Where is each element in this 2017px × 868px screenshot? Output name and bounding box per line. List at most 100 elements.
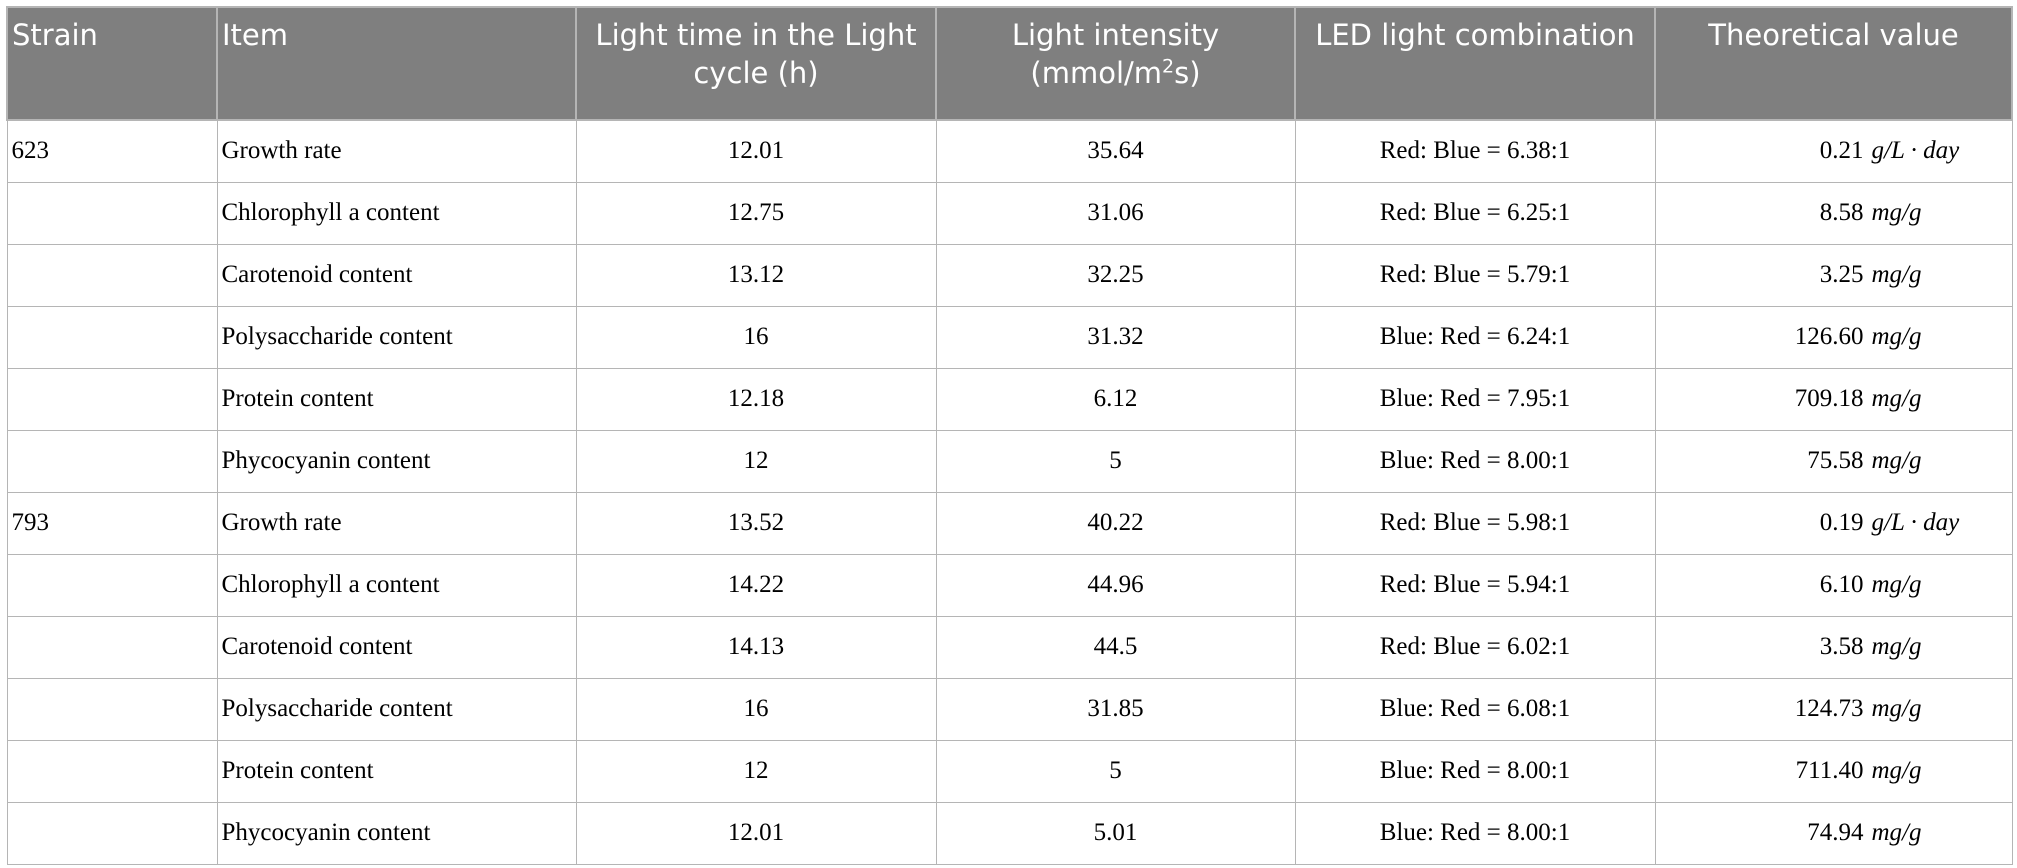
intensity: 6.12 — [1093, 385, 1138, 412]
value-cell: 3.25 mg/g — [1654, 243, 2013, 307]
time-cell: 13.12 — [575, 243, 937, 307]
value-cell: 0.19 g/L · day — [1654, 491, 2013, 555]
item-cell: Growth rate — [216, 491, 577, 555]
unit: g/L · day — [1871, 509, 1960, 536]
led: Blue: Red = 8.00:1 — [1379, 757, 1571, 784]
table-row: Protein content 12.18 6.12 Blue: Red = 7.95… — [6, 367, 2013, 431]
item: Phycocyanin content — [221, 447, 431, 474]
value: 75.58 — [1807, 447, 1864, 474]
time: 12.01 — [727, 819, 785, 846]
time-cell: 16 — [575, 677, 937, 741]
table-row: Polysaccharide content 16 31.85 Blue: Red =… — [6, 677, 2013, 741]
unit: mg/g — [1871, 385, 1922, 412]
item: Phycocyanin content — [221, 819, 431, 846]
led-cell: Red: Blue = 5.79:1 — [1294, 243, 1656, 307]
value: 0.21 — [1819, 137, 1864, 165]
intensity: 31.32 — [1087, 323, 1144, 350]
data-table: Strain Item Light time in the Light cycle … — [6, 6, 2013, 865]
led-cell: Blue: Red = 8.00:1 — [1294, 801, 1656, 865]
item-cell: Chlorophyll a content — [216, 553, 577, 617]
value: 6.10 — [1819, 571, 1864, 598]
header-text: LED light combination — [1315, 18, 1635, 52]
unit: mg/g — [1871, 819, 1922, 846]
strain-cell — [6, 243, 218, 307]
item-cell: Chlorophyll a content — [216, 181, 577, 245]
intensity-cell: 5.01 — [935, 801, 1296, 865]
time: 12.75 — [727, 199, 785, 226]
value: 124.73 — [1794, 695, 1864, 722]
item-cell: Carotenoid content — [216, 243, 577, 307]
value-cell: 8.58 mg/g — [1654, 181, 2013, 245]
table-row: 623 Growth rate 12.01 35.64 Red: Blue = 6.38… — [6, 119, 2013, 183]
unit: mg/g — [1871, 757, 1922, 784]
led: Blue: Red = 8.00:1 — [1379, 819, 1571, 846]
value-cell: 74.94 mg/g — [1654, 801, 2013, 865]
intensity: 44.96 — [1087, 571, 1144, 598]
time: 16 — [743, 695, 769, 722]
item-cell: Polysaccharide content — [216, 305, 577, 369]
time: 12 — [743, 757, 769, 784]
intensity-cell: 44.5 — [935, 615, 1296, 679]
item: Carotenoid content — [221, 633, 413, 660]
time-cell: 12 — [575, 739, 937, 803]
superscript: 2 — [1162, 55, 1175, 78]
time-cell: 14.22 — [575, 553, 937, 617]
item-cell: Phycocyanin content — [216, 801, 577, 865]
strain-cell — [6, 553, 218, 617]
led: Red: Blue = 6.25:1 — [1379, 199, 1571, 226]
intensity: 5.01 — [1093, 819, 1138, 846]
led-cell: Red: Blue = 5.98:1 — [1294, 491, 1656, 555]
led: Blue: Red = 7.95:1 — [1379, 385, 1571, 412]
header-cell: Light time in the Light cycle (h) — [575, 6, 937, 121]
time-cell: 12 — [575, 429, 937, 493]
time: 16 — [743, 323, 769, 350]
table-row: Carotenoid content 14.13 44.5 Red: Blue = 6… — [6, 615, 2013, 679]
header-cell: Light intensity (mmol/m2s) — [935, 6, 1296, 121]
intensity-cell: 31.32 — [935, 305, 1296, 369]
value-cell: 711.40 mg/g — [1654, 739, 2013, 803]
unit: mg/g — [1871, 323, 1922, 350]
item-cell: Protein content — [216, 367, 577, 431]
value-cell: 3.58 mg/g — [1654, 615, 2013, 679]
intensity-cell: 5 — [935, 429, 1296, 493]
led-cell: Red: Blue = 5.94:1 — [1294, 553, 1656, 617]
header-text: Theoretical value — [1708, 18, 1959, 52]
unit: mg/g — [1871, 633, 1922, 660]
intensity: 5 — [1109, 447, 1122, 474]
led: Red: Blue = 6.38:1 — [1379, 137, 1571, 165]
header-text: Light intensity (mmol/m — [1011, 18, 1220, 90]
led-cell: Red: Blue = 6.38:1 — [1294, 119, 1656, 183]
time-cell: 12.18 — [575, 367, 937, 431]
intensity: 31.06 — [1087, 199, 1144, 226]
led-cell: Red: Blue = 6.02:1 — [1294, 615, 1656, 679]
intensity: 31.85 — [1087, 695, 1144, 722]
header-cell: Item — [216, 6, 577, 121]
strain-cell — [6, 739, 218, 803]
led-cell: Blue: Red = 6.08:1 — [1294, 677, 1656, 741]
led: Blue: Red = 6.24:1 — [1379, 323, 1571, 350]
item-cell: Protein content — [216, 739, 577, 803]
header-row: Strain Item Light time in the Light cycle … — [6, 6, 2013, 121]
led-cell: Blue: Red = 8.00:1 — [1294, 739, 1656, 803]
value-cell: 709.18 mg/g — [1654, 367, 2013, 431]
intensity-cell: 31.85 — [935, 677, 1296, 741]
item: Carotenoid content — [221, 261, 413, 288]
item-cell: Polysaccharide content — [216, 677, 577, 741]
value: 711.40 — [1795, 757, 1864, 784]
intensity: 44.5 — [1093, 633, 1138, 660]
strain-cell: 793 — [6, 491, 218, 555]
item: Growth rate — [221, 509, 342, 536]
led-cell: Blue: Red = 6.24:1 — [1294, 305, 1656, 369]
table-row: Polysaccharide content 16 31.32 Blue: Red =… — [6, 305, 2013, 369]
value: 74.94 — [1807, 819, 1864, 846]
intensity-cell: 44.96 — [935, 553, 1296, 617]
led: Red: Blue = 5.94:1 — [1379, 571, 1571, 598]
time: 12 — [743, 447, 769, 474]
item-cell: Growth rate — [216, 119, 577, 183]
value: 126.60 — [1794, 323, 1864, 350]
intensity: 35.64 — [1087, 137, 1144, 165]
led: Red: Blue = 5.79:1 — [1379, 261, 1571, 288]
intensity: 5 — [1109, 757, 1122, 784]
strain-cell — [6, 801, 218, 865]
